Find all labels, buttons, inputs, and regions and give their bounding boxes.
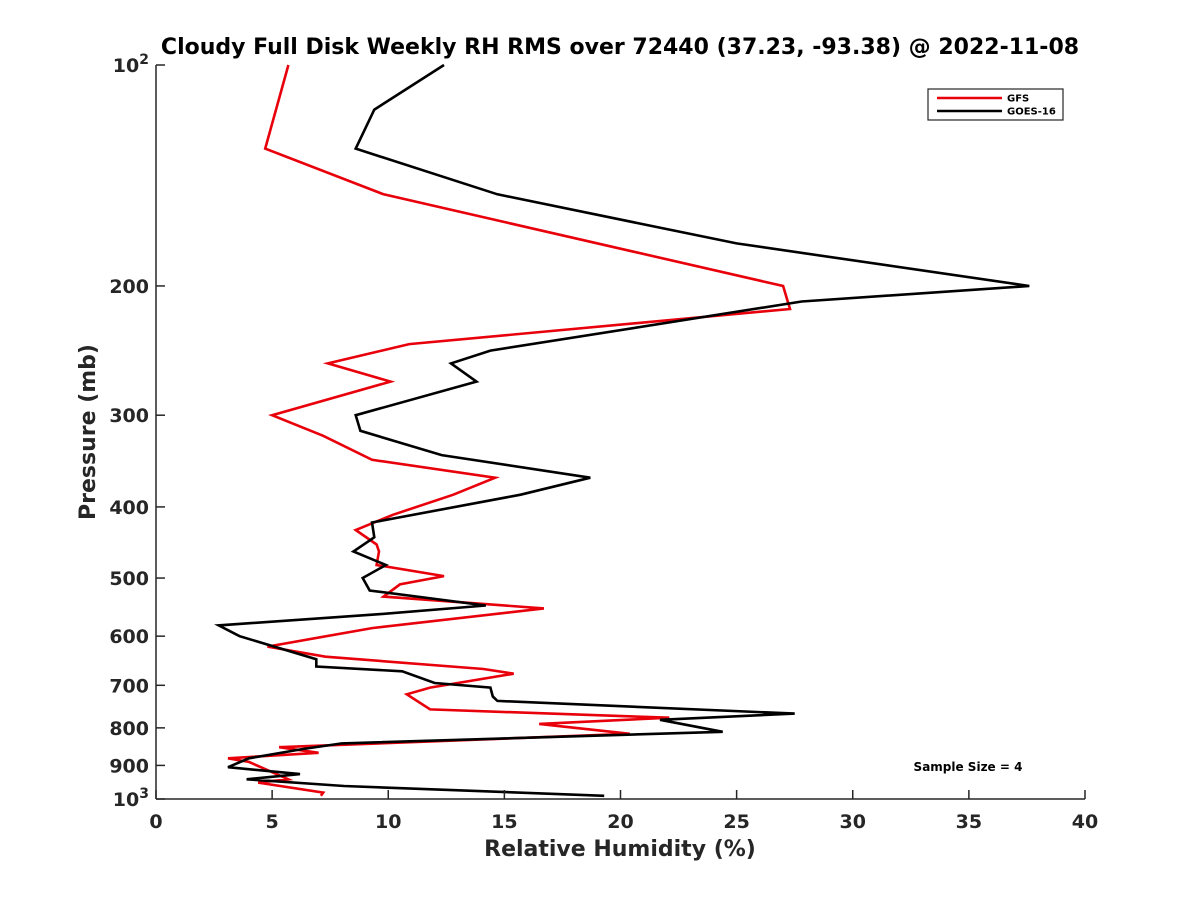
y-tick-label: 200 [109, 276, 149, 298]
y-tick-label: 500 [109, 568, 149, 590]
series-layer [213, 63, 1030, 798]
x-tick-label: 10 [375, 811, 401, 833]
series-line-goes-16 [213, 63, 1030, 798]
x-tick-label: 40 [1072, 811, 1098, 833]
sample-size-annotation: Sample Size = 4 [914, 760, 1023, 774]
x-tick-label: 5 [266, 811, 279, 833]
y-tick-label: 300 [109, 405, 149, 427]
x-tick-label: 25 [723, 811, 749, 833]
y-tick-label: 600 [109, 626, 149, 648]
y-tick-label: 400 [109, 497, 149, 519]
y-axis-label: Pressure (mb) [76, 344, 101, 520]
x-axis-label: Relative Humidity (%) [484, 837, 756, 862]
x-tick-label: 20 [607, 811, 633, 833]
y-tick-label: 102 [113, 52, 149, 77]
y-tick-label: 700 [109, 675, 149, 697]
x-tick-label: 35 [956, 811, 982, 833]
legend: GFS GOES-16 [927, 88, 1064, 121]
legend-label: GOES-16 [1007, 107, 1056, 118]
y-tick-label: 800 [109, 718, 149, 740]
axes-layer: 0 5 10 15 20 25 30 35 40 102 200 300 400 500 600 700 800… [109, 52, 1098, 833]
chart-title: Cloudy Full Disk Weekly RH RMS over 7244… [161, 35, 1079, 60]
legend-box [927, 88, 1064, 121]
x-tick-label: 15 [491, 811, 517, 833]
series-line-gfs [227, 64, 792, 797]
x-tick-label: 0 [149, 811, 162, 833]
y-tick-label: 103 [113, 786, 149, 811]
y-tick-label: 900 [109, 755, 149, 777]
legend-label: GFS [1007, 94, 1029, 105]
x-tick-label: 30 [840, 811, 866, 833]
